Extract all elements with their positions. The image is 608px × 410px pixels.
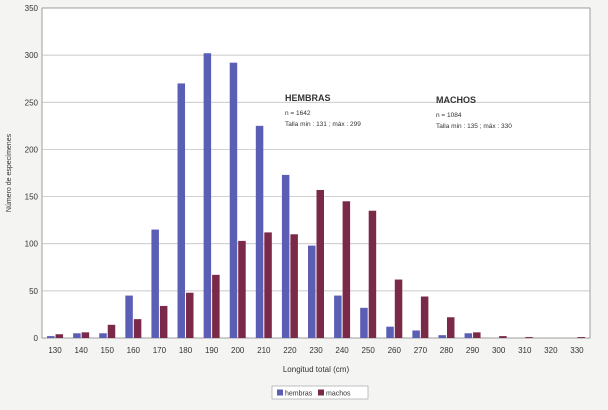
- bar-machos-310: [525, 337, 533, 338]
- x-tick-label: 250: [362, 346, 376, 355]
- x-tick-label: 290: [466, 346, 480, 355]
- bar-hembras-290: [464, 333, 473, 338]
- y-axis: 0 50 100 150 200 250 300 350: [25, 4, 39, 343]
- bar-machos-170: [159, 305, 168, 338]
- bar-machos-220: [290, 234, 298, 338]
- x-tick-label: 200: [231, 346, 245, 355]
- bar-machos-130: [55, 334, 64, 338]
- y-tick-label: 250: [25, 98, 39, 107]
- y-axis-label: Número de especímenes: [6, 133, 13, 212]
- y-tick-label: 200: [25, 145, 39, 154]
- legend-label-hembras: hembras: [285, 391, 313, 398]
- annotation-machos: MACHOS n = 1084 Talla min : 135 ; máx : …: [436, 95, 512, 130]
- x-tick-label: 240: [335, 346, 349, 355]
- plot-background: [41, 7, 591, 339]
- x-tick-label: 160: [127, 346, 141, 355]
- x-tick-label: 170: [153, 346, 167, 355]
- bar-hembras-200: [229, 62, 238, 338]
- grid-lines: [42, 54, 590, 292]
- y-tick-label: 150: [25, 193, 39, 202]
- legend-swatch-machos: [318, 389, 324, 396]
- x-tick-label: 230: [309, 346, 323, 355]
- bar-machos-150: [107, 324, 116, 338]
- bar-machos-240: [342, 201, 351, 338]
- legend-label-machos: machos: [326, 391, 351, 398]
- bar-hembras-220: [281, 174, 290, 338]
- bar-machos-270: [420, 296, 429, 338]
- bar-machos-280: [446, 317, 455, 338]
- bar-machos-140: [81, 332, 90, 338]
- x-tick-label: 280: [440, 346, 454, 355]
- annotation-hembras-range: Talla min : 131 ; máx : 299: [285, 121, 361, 128]
- bar-hembras-210: [255, 125, 264, 338]
- y-tick-label: 350: [25, 4, 39, 13]
- bar-machos-290: [473, 332, 481, 338]
- bar-machos-230: [316, 189, 324, 338]
- bar-hembras-140: [73, 333, 81, 338]
- bar-hembras-190: [203, 53, 212, 338]
- bar-hembras-230: [308, 245, 316, 338]
- x-axis-label: Longitud total (cm): [283, 365, 350, 374]
- bar-hembras-250: [360, 307, 368, 338]
- bar-machos-160: [133, 319, 142, 338]
- x-tick-label: 140: [74, 346, 88, 355]
- bar-hembras-150: [99, 333, 107, 338]
- bar-hembras-280: [438, 335, 446, 338]
- annotation-hembras: HEMBRAS n = 1642 Talla min : 131 ; máx :…: [285, 93, 361, 128]
- x-tick-label: 260: [388, 346, 402, 355]
- x-tick-label: 310: [518, 346, 532, 355]
- y-tick-label: 0: [34, 334, 39, 343]
- x-tick-label: 210: [257, 346, 271, 355]
- bars: [47, 53, 585, 338]
- x-tick-label: 150: [101, 346, 115, 355]
- legend: hembras machos: [271, 385, 369, 400]
- bar-machos-250: [368, 210, 377, 338]
- x-tick-label: 130: [48, 346, 62, 355]
- x-tick-label: 320: [544, 346, 558, 355]
- legend-swatch-hembras: [277, 389, 283, 396]
- x-tick-label: 220: [283, 346, 297, 355]
- annotation-machos-n: n = 1084: [436, 112, 462, 119]
- x-tick-label: 190: [205, 346, 219, 355]
- bar-machos-330: [577, 337, 585, 338]
- x-tick-label: 330: [570, 346, 584, 355]
- bar-machos-200: [238, 240, 246, 338]
- annotation-hembras-n: n = 1642: [285, 110, 311, 117]
- bar-hembras-270: [412, 330, 420, 338]
- y-tick-label: 50: [29, 287, 38, 296]
- x-tick-label: 180: [179, 346, 193, 355]
- bar-machos-210: [264, 232, 272, 338]
- bar-hembras-170: [151, 229, 159, 338]
- bar-hembras-240: [334, 295, 342, 338]
- bar-machos-180: [186, 292, 194, 338]
- bar-machos-300: [499, 336, 507, 338]
- annotation-machos-range: Talla min : 135 ; máx : 330: [436, 123, 512, 130]
- annotation-machos-title: MACHOS: [436, 95, 476, 105]
- bar-machos-260: [394, 279, 403, 338]
- bar-machos-190: [212, 274, 220, 338]
- y-tick-label: 300: [25, 51, 39, 60]
- bar-hembras-260: [386, 326, 394, 338]
- annotation-hembras-title: HEMBRAS: [285, 93, 331, 103]
- x-axis: 130 140 150 160 170 180 190 200 210 220 230 240 250 2…: [48, 346, 584, 355]
- bar-hembras-180: [177, 83, 186, 338]
- bar-hembras-160: [125, 295, 133, 338]
- y-tick-label: 100: [25, 240, 39, 249]
- x-tick-label: 270: [414, 346, 428, 355]
- bar-hembras-130: [47, 336, 55, 338]
- x-tick-label: 300: [492, 346, 506, 355]
